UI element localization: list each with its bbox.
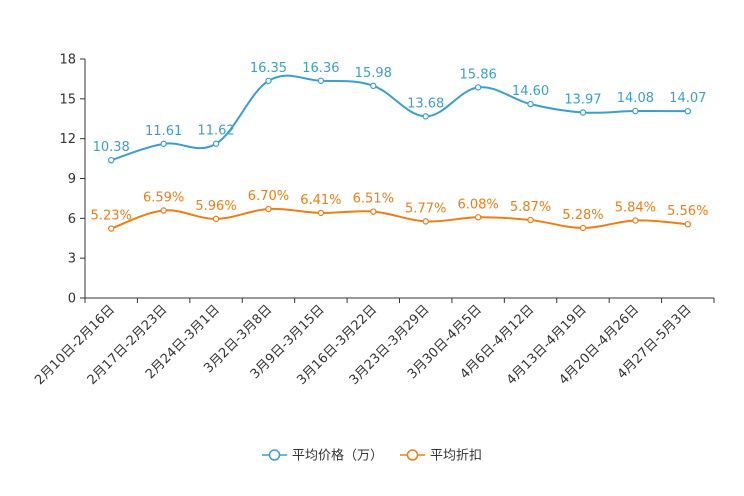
data-point-s1-0[interactable] xyxy=(108,225,115,232)
data-point-s0-11[interactable] xyxy=(684,107,691,115)
y-tick-label: 9 xyxy=(68,172,76,187)
data-label-s1-2: 5.96% xyxy=(195,199,236,214)
y-tick-label: 3 xyxy=(68,252,76,267)
data-point-s1-10[interactable] xyxy=(632,217,639,224)
y-tick-label: 12 xyxy=(59,132,76,147)
legend-marker-icon xyxy=(268,449,281,461)
y-tick-label: 6 xyxy=(68,212,76,227)
data-label-s1-6: 5.77% xyxy=(405,201,446,216)
data-label-s1-10: 5.84% xyxy=(615,200,656,215)
data-point-s1-8[interactable] xyxy=(527,216,534,224)
data-point-s1-3[interactable] xyxy=(265,205,272,213)
data-point-s0-5[interactable] xyxy=(370,82,377,90)
data-label-s0-1: 11.61 xyxy=(145,124,182,139)
y-tick-label: 0 xyxy=(68,292,76,307)
axes-group: 03691215182月10日-2月16日2月17日-2月23日2月24日-3月… xyxy=(32,53,715,388)
data-label-s0-5: 15.98 xyxy=(355,66,392,81)
data-label-s1-5: 6.51% xyxy=(353,192,394,207)
data-point-s0-9[interactable] xyxy=(579,109,587,116)
data-label-s1-7: 6.08% xyxy=(457,197,498,212)
data-point-s1-9[interactable] xyxy=(579,224,587,232)
series-line-1 xyxy=(110,207,688,230)
data-label-s0-11: 14.07 xyxy=(669,91,706,106)
data-label-s0-8: 14.60 xyxy=(512,84,549,99)
data-point-s1-11[interactable] xyxy=(684,220,691,228)
data-labels-group: 10.38 11.61 11.62 16.35 16.36 15.98 13.68 15.86… xyxy=(91,61,709,224)
data-label-s0-0: 10.38 xyxy=(93,140,130,155)
data-label-s0-9: 13.97 xyxy=(564,93,601,108)
data-point-s0-0[interactable] xyxy=(108,156,115,164)
data-label-s0-4: 16.36 xyxy=(302,61,339,76)
data-label-s1-1: 6.59% xyxy=(143,190,184,205)
legend-item-0[interactable]: 平均价格（万） xyxy=(262,448,383,464)
data-point-s1-1[interactable] xyxy=(160,207,167,214)
data-label-s1-8: 5.87% xyxy=(510,200,551,215)
data-point-s0-1[interactable] xyxy=(160,140,167,148)
series-line-0 xyxy=(110,74,688,162)
data-point-s1-5[interactable] xyxy=(370,208,377,215)
legend-label: 平均折扣 xyxy=(430,449,482,464)
data-point-s1-4[interactable] xyxy=(317,209,325,217)
data-label-s0-3: 16.35 xyxy=(250,61,287,76)
data-point-s0-10[interactable] xyxy=(632,107,639,115)
data-point-s0-7[interactable] xyxy=(474,84,482,91)
data-label-s1-0: 5.23% xyxy=(91,209,132,224)
data-point-s1-6[interactable] xyxy=(422,218,429,225)
legend-item-1[interactable]: 平均折扣 xyxy=(400,449,482,464)
legend[interactable]: 平均价格（万） 平均折扣 xyxy=(262,448,482,464)
data-point-s1-7[interactable] xyxy=(474,214,482,221)
data-label-s1-3: 6.70% xyxy=(248,189,289,204)
data-label-s0-7: 15.86 xyxy=(460,67,497,82)
data-label-s1-4: 6.41% xyxy=(300,193,341,208)
data-label-s1-11: 5.56% xyxy=(667,204,708,219)
data-point-s0-2[interactable] xyxy=(212,140,220,147)
data-point-s0-6[interactable] xyxy=(422,113,429,120)
data-point-s0-4[interactable] xyxy=(317,77,325,84)
y-tick-label: 15 xyxy=(59,92,76,107)
data-label-s1-9: 5.28% xyxy=(562,208,603,223)
data-label-s0-10: 14.08 xyxy=(617,91,654,106)
data-point-s0-8[interactable] xyxy=(527,100,534,108)
y-tick-label: 18 xyxy=(59,53,76,68)
data-point-s0-3[interactable] xyxy=(265,77,272,85)
legend-label: 平均价格（万） xyxy=(292,448,383,464)
data-label-s0-6: 13.68 xyxy=(407,96,444,111)
data-label-s0-2: 11.62 xyxy=(197,124,234,139)
legend-marker-icon xyxy=(406,449,419,461)
series-points-group xyxy=(108,77,691,232)
data-point-s1-2[interactable] xyxy=(212,215,220,223)
